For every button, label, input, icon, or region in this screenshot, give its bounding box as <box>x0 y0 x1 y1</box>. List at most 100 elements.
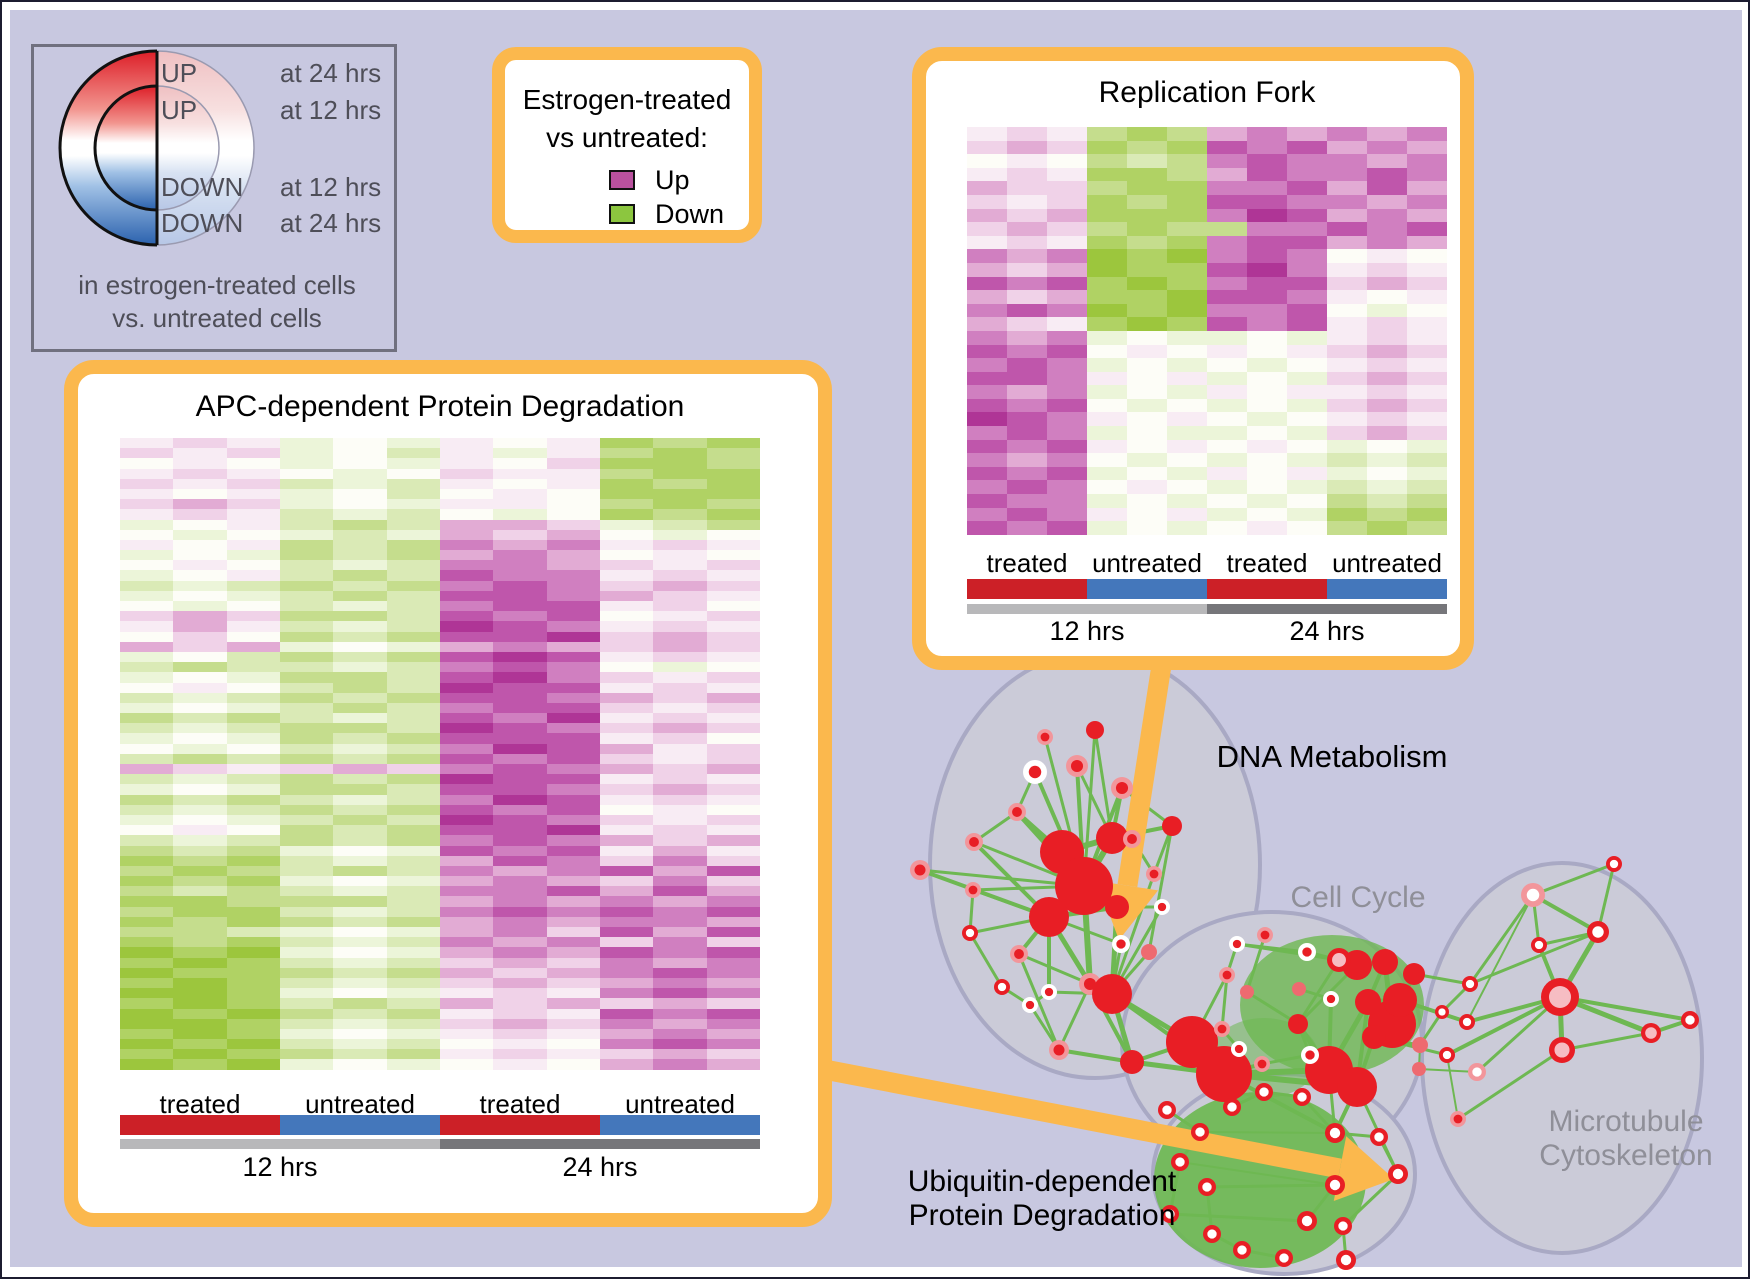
heatmap-cell <box>386 570 440 581</box>
heatmap-cell <box>439 601 494 612</box>
treatment-bar-segment <box>280 1115 440 1135</box>
heatmap-cell <box>706 937 760 948</box>
heatmap-cell <box>120 539 174 551</box>
heatmap-cell <box>1007 154 1047 168</box>
heatmap-cell <box>439 896 494 907</box>
network-edge <box>1017 952 1061 1052</box>
heatmap-cell <box>173 488 227 500</box>
heatmap-cell <box>279 468 334 479</box>
heatmap-cell <box>599 651 654 663</box>
heatmap-row <box>120 458 760 469</box>
heatmap-cell <box>493 784 547 795</box>
heatmap-cell <box>599 723 654 734</box>
heatmap-cell <box>386 998 440 1009</box>
heatmap-row <box>967 412 1447 427</box>
heatmap-cell <box>226 550 280 561</box>
network-edge <box>1057 1048 1134 1064</box>
heatmap-cell <box>439 1018 494 1029</box>
heatmap-cell <box>173 957 227 968</box>
heatmap-cell <box>173 845 227 856</box>
time-bar-segment <box>967 604 1207 614</box>
heatmap-cell <box>226 947 280 958</box>
heatmap-cell <box>493 651 547 663</box>
heatmap-cell <box>1047 317 1087 331</box>
heatmap-cell <box>333 509 387 520</box>
heatmap-cell <box>1047 466 1087 481</box>
heatmap-cell <box>120 580 174 591</box>
network-node-s-25 <box>1141 944 1157 960</box>
heatmap-cell <box>333 621 387 632</box>
heatmap-cell <box>226 682 280 693</box>
apc-heatmap <box>120 438 760 1070</box>
heatmap-cell <box>386 631 440 642</box>
heatmap-row <box>120 927 760 938</box>
heatmap-cell <box>653 1059 707 1070</box>
heatmap-cell <box>120 621 174 632</box>
heatmap-cell <box>173 937 227 948</box>
heatmap-cell <box>279 458 334 469</box>
heatmap-cell <box>546 590 600 601</box>
heatmap-cell <box>226 570 280 581</box>
heatmap-cell <box>599 957 654 968</box>
heatmap-cell <box>439 1049 494 1060</box>
network-node-q-63 <box>1548 985 1572 1009</box>
updown-legend-box: Estrogen-treated vs untreated: Up Down <box>492 47 762 243</box>
heatmap-cell <box>333 865 387 877</box>
network-node-p-22 <box>1053 1044 1065 1056</box>
heatmap-cell <box>546 458 600 469</box>
heatmap-cell <box>493 509 547 520</box>
network-edge <box>1468 893 1535 986</box>
heatmap-cell <box>279 865 334 877</box>
heatmap-cell <box>706 631 760 642</box>
group-label-treated-0: treated <box>159 1089 241 1119</box>
heatmap-cell <box>653 702 707 714</box>
heatmap-cell <box>546 784 600 795</box>
heatmap-cell <box>493 937 547 948</box>
heatmap-cell <box>439 937 494 948</box>
heatmap-cell <box>546 539 600 551</box>
heatmap-cell <box>439 845 494 856</box>
heatmap-cell <box>1167 344 1207 359</box>
heatmap-cell <box>279 1008 334 1019</box>
heatmap-cell <box>120 794 174 805</box>
heatmap-cell <box>439 631 494 642</box>
heatmap-cell <box>226 845 280 856</box>
group-label-untreated-1: untreated <box>1092 548 1202 578</box>
heatmap-cell <box>333 937 387 948</box>
heatmap-cell <box>1247 262 1287 277</box>
network-edge <box>1220 973 1229 1031</box>
heatmap-cell <box>546 825 600 836</box>
heatmap-cell <box>279 1018 334 1029</box>
heatmap-cell <box>120 886 174 897</box>
network-edge <box>1205 1183 1337 1189</box>
heatmap-cell <box>173 927 227 938</box>
heatmap-cell <box>120 876 174 887</box>
heatmap-cell <box>333 539 387 551</box>
heatmap-cell <box>653 896 707 907</box>
heatmap-cell <box>653 733 707 744</box>
heatmap-cell <box>546 560 600 571</box>
heatmap-cell <box>1367 262 1407 277</box>
heatmap-cell <box>386 651 440 663</box>
heatmap-cell <box>333 458 387 469</box>
heatmap-cell <box>546 906 600 917</box>
heatmap-cell <box>386 580 440 591</box>
ring-row-dir-0: UP <box>161 58 198 88</box>
heatmap-cell <box>1407 303 1447 318</box>
heatmap-cell <box>1007 181 1047 195</box>
network-node-p-5 <box>968 885 978 895</box>
heatmap-cell <box>386 927 440 938</box>
heatmap-cell <box>333 1008 387 1019</box>
network-node-p-59 <box>1453 1114 1463 1124</box>
heatmap-cell <box>599 906 654 917</box>
heatmap-cell <box>226 876 280 887</box>
heatmap-cell <box>1407 521 1447 535</box>
heatmap-cell <box>1167 208 1207 223</box>
heatmap-cell <box>1047 167 1087 182</box>
heatmap-cell <box>386 957 440 968</box>
heatmap-row <box>967 439 1447 454</box>
heatmap-cell <box>546 876 600 887</box>
heatmap-cell <box>706 988 760 999</box>
heatmap-cell <box>653 601 707 612</box>
heatmap-cell <box>1007 385 1047 399</box>
